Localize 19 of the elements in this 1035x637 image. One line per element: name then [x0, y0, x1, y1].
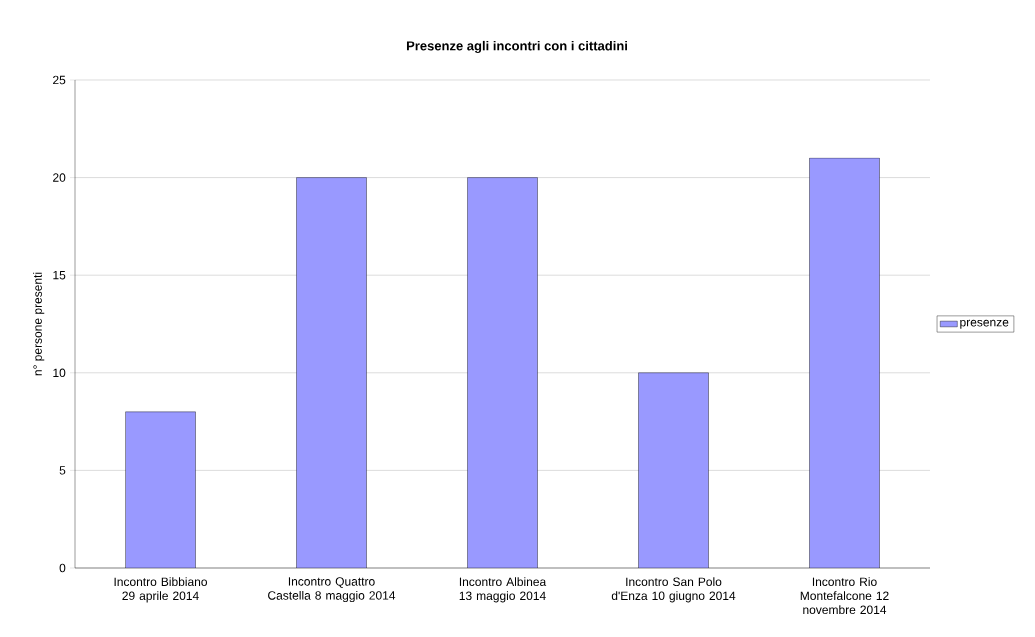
- y-tick-label: 0: [59, 563, 66, 573]
- bar: [638, 372, 709, 568]
- y-tick-label: 25: [53, 75, 66, 85]
- y-axis-title: n° persone presenti: [33, 272, 45, 376]
- y-tick-label: 5: [59, 466, 66, 475]
- legend-label: presenze: [960, 319, 1009, 329]
- bar: [296, 177, 367, 568]
- x-tick-label: Incontro Rio Montefalcone 12 novembre 2014: [800, 577, 889, 614]
- x-tick-label: Incontro Bibbiano 29 aprile 2014: [114, 577, 208, 603]
- y-tick-label: 20: [53, 173, 66, 182]
- x-tick-label: Incontro Quattro Castella 8 maggio 2014: [268, 577, 396, 603]
- bar: [809, 157, 880, 568]
- chart-title: Presenze agli incontri con i cittadini: [406, 40, 627, 54]
- bar: [125, 411, 196, 568]
- y-tick-label: 15: [53, 271, 66, 280]
- y-tick-label: 10: [53, 368, 66, 378]
- bar: [467, 177, 538, 568]
- x-tick-label: Incontro San Polo d'Enza 10 giugno 2014: [611, 577, 736, 603]
- x-tick-label: Incontro Albinea 13 maggio 2014: [459, 577, 547, 603]
